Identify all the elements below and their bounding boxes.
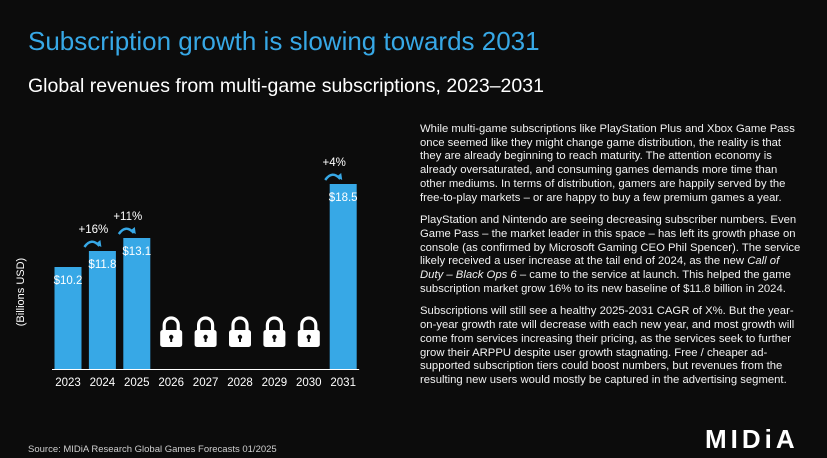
growth-label: +11%	[113, 211, 142, 223]
x-tick-label: 2027	[193, 377, 219, 389]
y-axis-label: (Billions USD)	[15, 258, 27, 326]
growth-label: +4%	[323, 157, 346, 169]
commentary-p2-game-title: Call of Duty – Black Ops 6	[420, 255, 780, 282]
commentary-paragraph-1: While multi-game subscriptions like Play…	[420, 123, 795, 204]
commentary-p2-part-a: PlayStation and Nintendo are seeing decr…	[420, 214, 801, 268]
x-tick-label: 2026	[158, 377, 184, 389]
lock-keyhole-slot	[170, 337, 173, 342]
lock-shackle	[231, 316, 249, 330]
x-tick-label: 2025	[124, 377, 150, 389]
growth-label: +16%	[79, 224, 109, 236]
growth-arrowhead	[95, 240, 102, 247]
bar	[329, 184, 357, 369]
lock-icon	[297, 316, 320, 347]
chart-title: Subscription growth is slowing towards 2…	[28, 26, 540, 56]
midia-logo: MIDiA	[705, 424, 799, 454]
lock-shackle	[300, 316, 318, 330]
commentary-paragraph-3: Subscriptions will still see a healthy 2…	[420, 305, 795, 386]
x-tick-label: 2028	[227, 377, 253, 389]
x-tick-label: 2024	[90, 377, 116, 389]
growth-arrowhead	[336, 173, 343, 180]
bar-chart: (Billions USD) 2023 $10.2 2024 $11.8 2025 $13.…	[15, 157, 360, 389]
bar	[88, 251, 116, 369]
lock-icon	[229, 316, 251, 347]
commentary-paragraph-2: PlayStation and Nintendo are seeing decr…	[420, 214, 804, 296]
lock-icon	[194, 316, 217, 347]
x-tick-label: 2029	[262, 377, 288, 389]
lock-icon	[160, 316, 183, 347]
bar-data-label: $13.1	[122, 246, 151, 258]
x-tick-label: 2031	[330, 377, 356, 389]
chart-subtitle: Global revenues from multi-game subscrip…	[28, 75, 544, 97]
source-note: Source: MIDiA Research Global Games Fore…	[28, 444, 277, 455]
growth-arrowhead	[129, 227, 136, 234]
x-tick-label: 2023	[55, 377, 81, 389]
lock-shackle	[265, 316, 283, 330]
x-tick-label: 2030	[296, 377, 322, 389]
bar	[54, 267, 82, 369]
lock-icon	[263, 316, 286, 347]
lock-keyhole-slot	[239, 337, 241, 342]
lock-keyhole-slot	[307, 337, 310, 342]
lock-keyhole-slot	[273, 337, 276, 342]
lock-shackle	[197, 316, 215, 330]
commentary: While multi-game subscriptions like Play…	[420, 123, 804, 397]
lock-keyhole-slot	[204, 337, 207, 342]
commentary-p2-part-b: – came to the service at launch. This he…	[420, 269, 791, 295]
bar-data-label: $11.8	[88, 259, 116, 271]
bar-data-label: $18.5	[329, 192, 358, 204]
bar-data-label: $10.2	[54, 275, 83, 287]
bar	[123, 238, 151, 369]
lock-shackle	[162, 316, 180, 330]
